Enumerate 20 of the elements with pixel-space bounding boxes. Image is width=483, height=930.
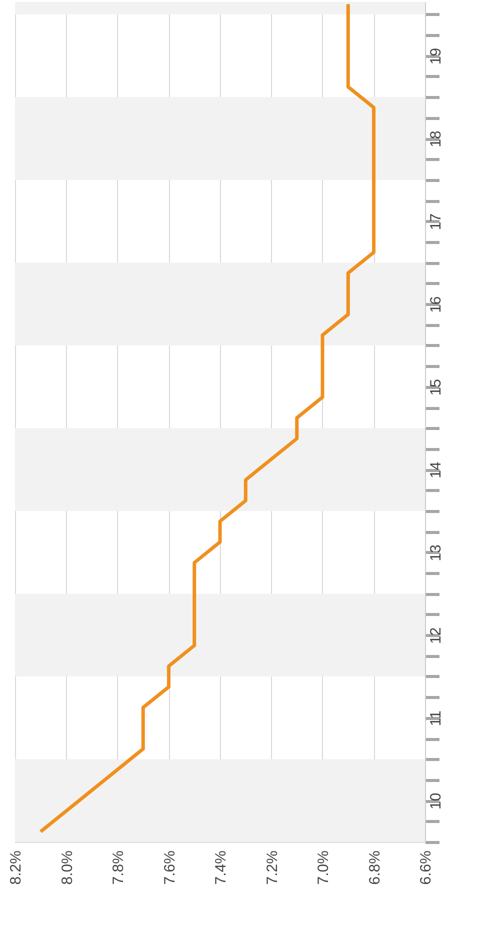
y-tick-label: 12: [428, 627, 444, 644]
y-tick-label: 13: [428, 544, 444, 562]
x-tick-label: 7.2%: [264, 850, 281, 885]
y-tick-label: 10: [428, 792, 444, 810]
x-tick-label: 7.4%: [212, 850, 230, 885]
y-tick-label: 19: [428, 48, 444, 65]
x-tick-label: 6.8%: [366, 850, 384, 885]
y-tick-label: 18: [428, 130, 444, 148]
y-tick-label: 16: [428, 296, 444, 313]
y-tick-label: 15: [428, 378, 444, 396]
x-tick-label: 8.2%: [8, 850, 24, 885]
x-tick-label: 8.0%: [58, 850, 76, 885]
y-tick-label: 14: [428, 462, 444, 478]
x-tick-label: 6.6%: [418, 850, 434, 885]
x-tick-label: 7.8%: [110, 850, 127, 885]
x-tick-label: 7.6%: [161, 850, 178, 885]
y-tick-label: 11: [428, 710, 444, 726]
y-tick-label: 17: [428, 213, 444, 230]
line-series: [38, 2, 376, 834]
x-tick-label: 7.0%: [315, 850, 332, 885]
